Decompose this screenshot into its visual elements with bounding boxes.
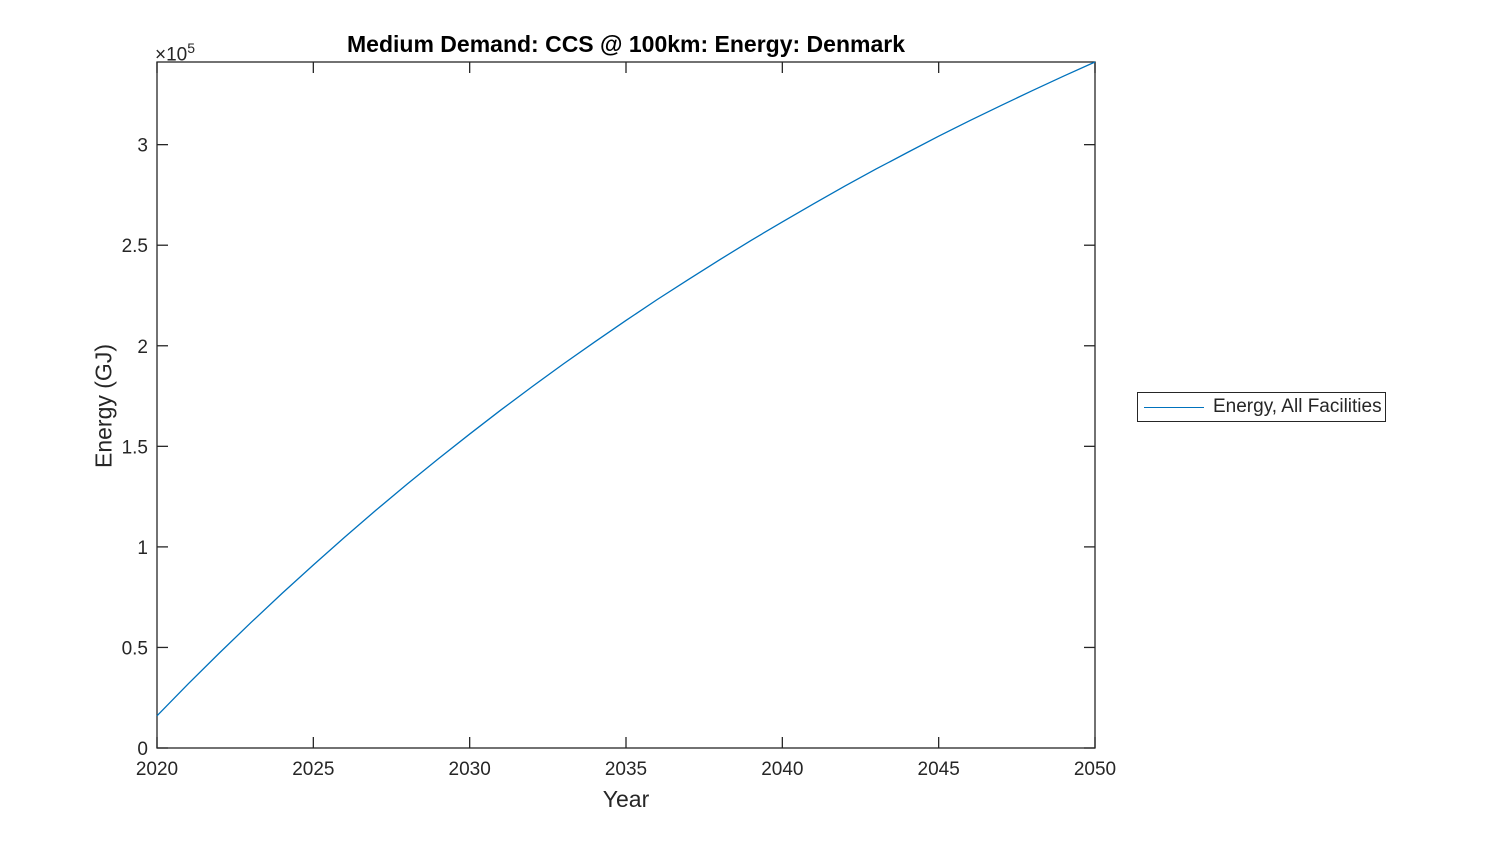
y-axis-multiplier: ×105 <box>155 40 195 66</box>
y-tick-label: 1 <box>137 538 148 559</box>
series-line <box>156 61 1096 717</box>
x-tick-label: 2035 <box>605 759 647 780</box>
x-axis-label: Year <box>602 786 650 812</box>
x-tick-label: 2040 <box>761 759 803 780</box>
y-tick-label: 2 <box>137 337 148 358</box>
legend-entry-label: Energy, All Facilities <box>1213 396 1382 417</box>
chart-title: Medium Demand: CCS @ 100km: Energy: Denm… <box>347 31 905 57</box>
legend-line-sample <box>1144 406 1204 408</box>
y-axis-label: Energy (GJ) <box>90 344 117 468</box>
legend-box: Energy, All Facilities <box>1137 392 1386 422</box>
y-axis-multiplier-base: ×10 <box>155 44 188 66</box>
y-tick-label: 3 <box>137 136 148 157</box>
axes-box <box>156 61 1096 749</box>
x-tick-label: 2020 <box>136 759 178 780</box>
y-tick-label: 1.5 <box>122 437 148 458</box>
x-tick-label: 2030 <box>449 759 491 780</box>
y-tick-label: 0 <box>137 739 148 760</box>
x-tick-label: 2025 <box>292 759 334 780</box>
y-tick-label: 2.5 <box>122 236 148 257</box>
x-tick-label: 2050 <box>1074 759 1116 780</box>
y-tick-label: 0.5 <box>122 638 148 659</box>
x-tick-label: 2045 <box>918 759 960 780</box>
y-axis-multiplier-exponent: 5 <box>187 40 196 56</box>
